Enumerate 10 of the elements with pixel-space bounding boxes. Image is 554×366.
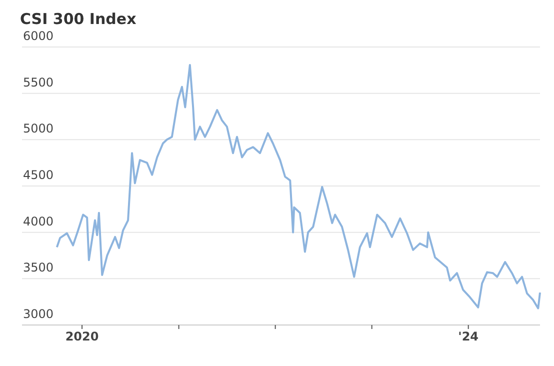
y-tick-label: 4000 (23, 214, 54, 228)
y-tick-label: 6000 (23, 29, 54, 43)
chart-title: CSI 300 Index (20, 10, 137, 28)
x-tick-label: '24 (458, 330, 479, 344)
y-tick-label: 3500 (23, 260, 54, 275)
x-tick-label: 2020 (65, 330, 99, 344)
y-tick-label: 4500 (23, 168, 54, 182)
y-tick-label: 5500 (23, 75, 54, 90)
y-tick-label: 3000 (23, 307, 54, 321)
y-tick-label: 5000 (23, 122, 54, 136)
